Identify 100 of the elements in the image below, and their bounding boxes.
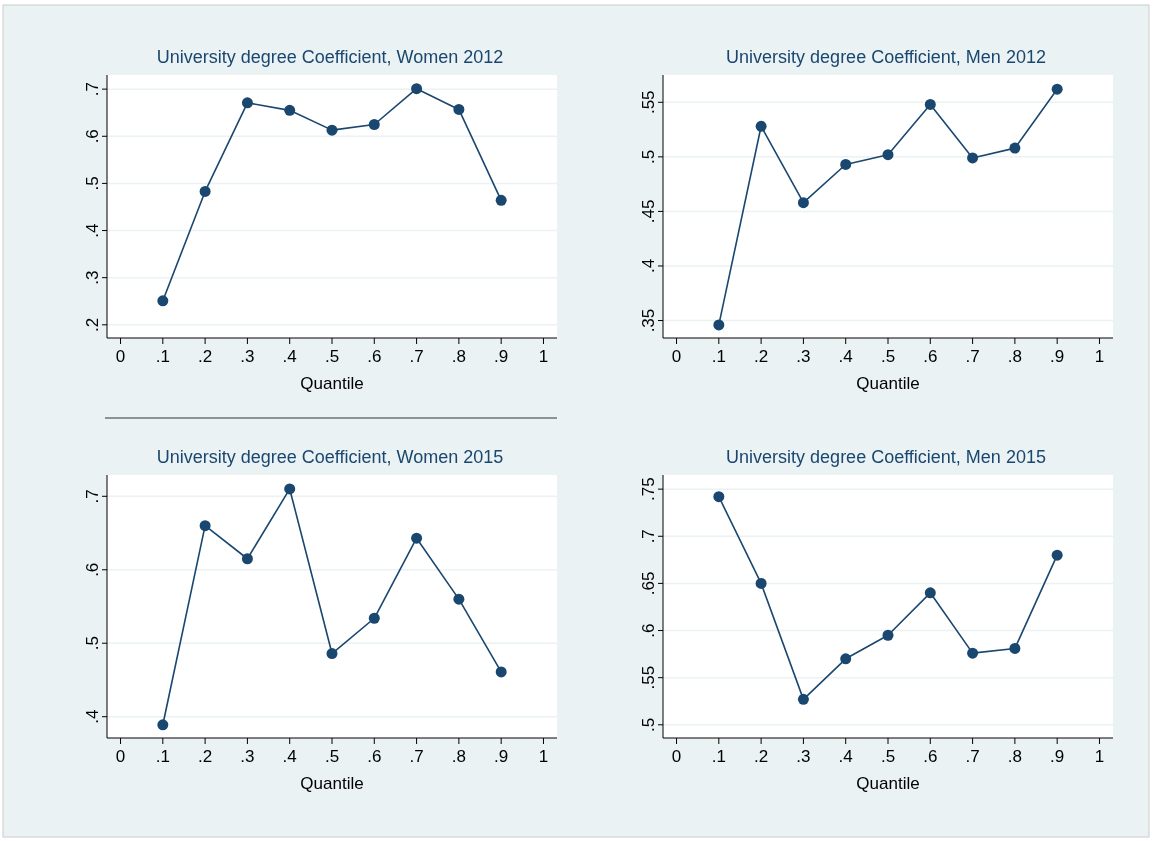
x-tick-label: .2 [198, 747, 213, 766]
x-tick-label: .1 [155, 747, 170, 766]
x-tick-label: .8 [451, 347, 466, 366]
x-tick-label: .9 [1050, 347, 1065, 366]
x-tick-label: .5 [324, 747, 340, 766]
point [157, 719, 169, 731]
x-tick-label: .6 [367, 347, 382, 366]
point [453, 593, 465, 605]
x-tick-label: .9 [494, 347, 509, 366]
x-tick-label: .7 [965, 347, 980, 366]
point [199, 185, 211, 197]
x-tick-label: .9 [494, 747, 509, 766]
point [924, 98, 936, 110]
x-tick-label: .5 [880, 347, 896, 366]
y-tick-label: .7 [83, 82, 102, 97]
y-tick-label: .6 [83, 562, 102, 577]
point [967, 647, 979, 659]
y-tick-label: .75 [639, 477, 658, 501]
x-tick-label: .8 [1007, 747, 1022, 766]
point [199, 520, 211, 532]
x-tick-label: .6 [923, 747, 938, 766]
chart-title: University degree Coefficient, Women 2015 [156, 447, 504, 467]
chart-title: University degree Coefficient, Men 2015 [726, 447, 1046, 467]
x-tick-label: .7 [409, 747, 424, 766]
x-tick-label: .5 [324, 347, 340, 366]
point [411, 83, 423, 95]
x-tick-label: .3 [796, 747, 811, 766]
y-tick-label: .4 [639, 258, 658, 274]
x-tick-label: .4 [838, 347, 853, 366]
point [368, 612, 380, 624]
chart-title: University degree Coefficient, Men 2012 [726, 47, 1046, 67]
point [755, 120, 767, 132]
point [411, 532, 423, 544]
x-tick-label: 1 [538, 347, 549, 366]
point [1051, 549, 1063, 561]
point [797, 197, 809, 209]
point [495, 666, 507, 678]
point [882, 149, 894, 161]
x-tick-label: .1 [711, 747, 726, 766]
y-tick-label: .4 [83, 709, 102, 724]
x-tick-label: .3 [240, 347, 255, 366]
x-tick-label: .2 [754, 747, 769, 766]
point [453, 103, 465, 115]
y-tick-label: .7 [83, 489, 102, 504]
x-tick-label: .8 [1007, 347, 1022, 366]
y-tick-label: .3 [83, 270, 102, 285]
point [713, 319, 725, 331]
point [495, 194, 507, 206]
y-tick-label: .5 [639, 717, 658, 732]
point [326, 124, 338, 136]
x-tick-label: .8 [451, 747, 466, 766]
y-tick-label: .5 [83, 636, 102, 651]
x-axis-title: Quantile [300, 774, 364, 793]
point [755, 577, 767, 589]
x-tick-label: .6 [367, 747, 382, 766]
x-tick-label: .9 [1050, 747, 1065, 766]
x-tick-label: 1 [538, 747, 549, 766]
point [840, 158, 852, 170]
x-tick-label: 1 [1094, 347, 1105, 366]
point [284, 104, 296, 116]
point [967, 152, 979, 164]
x-tick-label: .2 [198, 347, 213, 366]
y-tick-label: .6 [639, 623, 658, 638]
point [882, 629, 894, 641]
x-axis-title: Quantile [856, 374, 920, 393]
chart-title: University degree Coefficient, Women 2012 [156, 47, 504, 67]
x-tick-label: 0 [671, 347, 682, 366]
y-tick-label: .35 [639, 308, 658, 333]
point [713, 491, 725, 503]
x-tick-label: .6 [923, 347, 938, 366]
x-tick-label: .4 [838, 747, 853, 766]
y-tick-label: .5 [83, 176, 102, 191]
point [241, 97, 253, 109]
x-tick-label: 0 [671, 747, 682, 766]
point [840, 653, 852, 665]
y-tick-label: .2 [83, 317, 102, 332]
x-axis-title: Quantile [856, 774, 920, 793]
x-tick-label: .2 [754, 347, 769, 366]
y-tick-label: .55 [639, 90, 658, 115]
y-tick-label: .5 [639, 149, 658, 164]
point [1009, 142, 1021, 154]
point [1051, 83, 1063, 95]
point [241, 553, 253, 565]
point [1009, 642, 1021, 654]
y-tick-label: .55 [639, 665, 658, 690]
x-tick-label: .7 [965, 747, 980, 766]
y-tick-label: .6 [83, 129, 102, 144]
x-tick-label: .1 [711, 347, 726, 366]
x-tick-label: .5 [880, 747, 896, 766]
y-tick-label: .7 [639, 529, 658, 544]
y-tick-label: .4 [83, 223, 102, 238]
x-tick-label: .3 [240, 747, 255, 766]
point [284, 483, 296, 495]
x-tick-label: .3 [796, 347, 811, 366]
x-tick-label: .1 [155, 347, 170, 366]
y-tick-label: .65 [639, 571, 658, 596]
x-tick-label: .7 [409, 347, 424, 366]
y-tick-label: .45 [639, 199, 658, 224]
point [368, 118, 380, 130]
point [157, 295, 169, 307]
